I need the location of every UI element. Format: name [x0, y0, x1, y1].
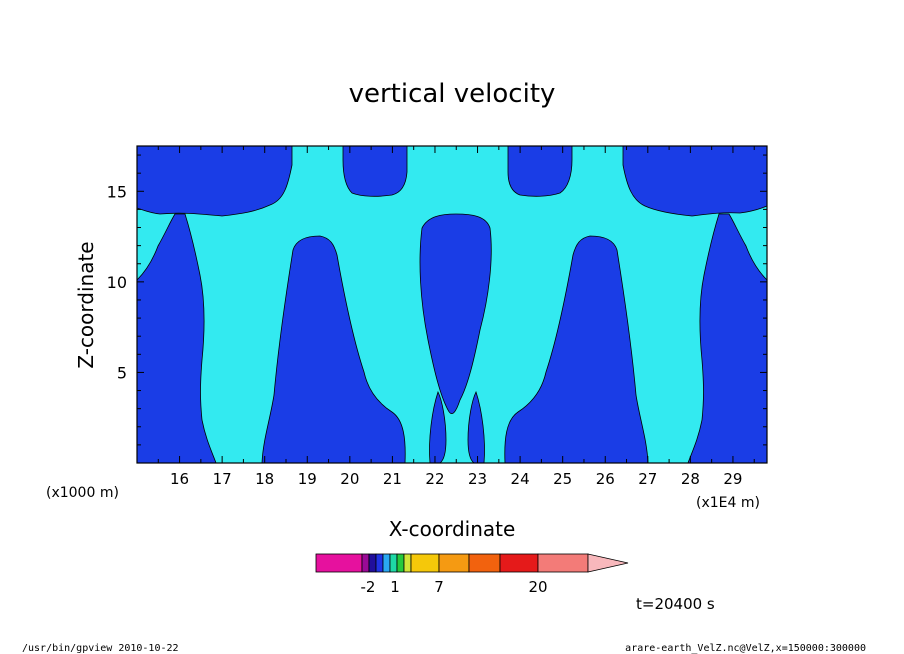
colorbar-swatch — [396, 553, 405, 573]
x-tick-label: 24 — [511, 470, 530, 488]
region-right-column — [687, 213, 768, 464]
time-annotation: t=20400 s — [636, 595, 715, 613]
colorbar-swatch — [468, 553, 501, 573]
x-tick-label: 20 — [340, 470, 359, 488]
x-tick-label: 25 — [553, 470, 572, 488]
region-top-center-right — [507, 145, 573, 197]
x-axis-ticks: 16 17 18 19 20 21 22 23 24 25 26 27 28 29 — [157, 146, 755, 488]
x-tick-label: 29 — [723, 470, 742, 488]
region-left-column — [136, 213, 217, 464]
colorbar-swatch — [382, 553, 391, 573]
footer-left: /usr/bin/gpview 2010-10-22 — [22, 643, 179, 654]
colorbar-swatch — [403, 553, 412, 573]
x-axis-label: X-coordinate — [389, 517, 516, 541]
region-plume-left — [261, 235, 406, 464]
colorbar-swatch — [361, 553, 370, 573]
region-plume-center — [419, 213, 492, 414]
region-top-left — [136, 145, 293, 217]
y-axis-ticks: 5 10 15 — [107, 154, 767, 446]
y-tick-label: 5 — [117, 363, 127, 382]
colorbar-labels: -2 1 7 20 — [361, 578, 548, 596]
region-top-center-left — [342, 145, 408, 197]
region-bottom-center-left — [429, 390, 447, 464]
footer-right: arare-earth_VelZ.nc@VelZ,x=150000:300000 — [625, 643, 866, 654]
x-tick-label: 26 — [596, 470, 615, 488]
colorbar-swatch — [315, 553, 363, 573]
colorbar-label: 1 — [390, 578, 400, 596]
x-tick-label: 22 — [425, 470, 444, 488]
colorbar-swatch — [438, 553, 470, 573]
colorbar — [315, 553, 629, 573]
colorbar-swatch — [410, 553, 440, 573]
region-top-right — [622, 145, 768, 217]
x-tick-label: 18 — [255, 470, 274, 488]
chart-title: vertical velocity — [349, 79, 556, 109]
x-tick-label: 16 — [170, 470, 189, 488]
x-tick-label: 28 — [681, 470, 700, 488]
y-tick-label: 10 — [107, 273, 127, 292]
y-axis-label: Z-coordinate — [74, 241, 98, 368]
x-unit-left: (x1000 m) — [46, 485, 119, 501]
plot-frame — [136, 145, 768, 464]
colorbar-arrow — [587, 553, 629, 573]
x-tick-label: 17 — [213, 470, 232, 488]
colorbar-label: -2 — [361, 578, 376, 596]
colorbar-swatch — [389, 553, 398, 573]
colorbar-label: 7 — [434, 578, 444, 596]
colorbar-swatch — [368, 553, 377, 573]
colorbar-swatch — [375, 553, 384, 573]
negative-velocity-regions — [136, 145, 768, 464]
x-tick-label: 23 — [468, 470, 487, 488]
x-unit-right: (x1E4 m) — [696, 495, 760, 511]
y-tick-label: 15 — [107, 182, 127, 201]
region-bottom-center-right — [467, 390, 485, 464]
colorbar-label: 20 — [528, 578, 547, 596]
x-tick-label: 21 — [383, 470, 402, 488]
colorbar-swatch — [499, 553, 539, 573]
x-tick-label: 27 — [638, 470, 657, 488]
region-plume-right — [504, 235, 649, 464]
colorbar-swatch — [537, 553, 589, 573]
plot-area: 16 17 18 19 20 21 22 23 24 25 26 27 28 29 5 10 15 — [107, 145, 768, 488]
x-tick-label: 19 — [298, 470, 317, 488]
